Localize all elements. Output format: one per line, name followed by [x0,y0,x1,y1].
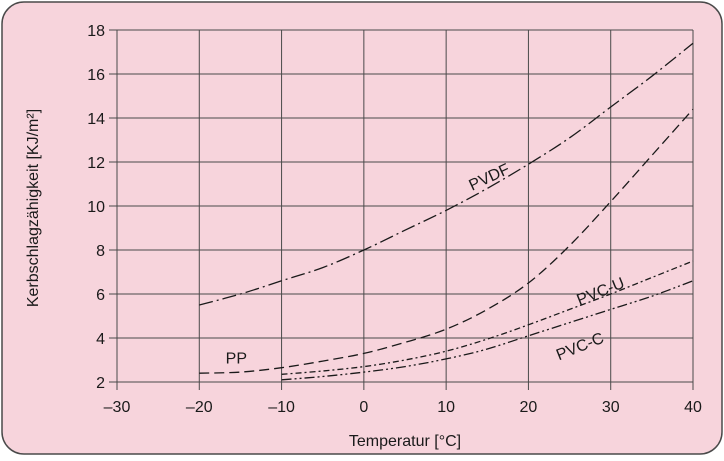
y-tick-label: 8 [96,243,105,260]
y-tick-label: 18 [87,23,105,40]
x-tick-label: –10 [268,399,295,416]
y-tick-label: 10 [87,199,105,216]
y-axis-label: Kerbschlagzähigkeit [KJ/m²] [25,109,42,307]
x-tick-label: 0 [359,399,368,416]
x-tick-label: 10 [437,399,455,416]
x-tick-label: –20 [186,399,213,416]
chart-background [2,2,722,454]
x-tick-label: 40 [684,399,702,416]
y-tick-label: 16 [87,67,105,84]
y-tick-label: 4 [96,331,105,348]
x-tick-label: 20 [520,399,538,416]
x-axis-label: Temperatur [°C] [349,433,461,450]
y-tick-label: 6 [96,287,105,304]
x-tick-label: 30 [602,399,620,416]
y-tick-label: 14 [87,111,105,128]
y-tick-label: 2 [96,375,105,392]
y-tick-label: 12 [87,155,105,172]
curve-label-pp: PP [226,350,247,367]
x-tick-label: –30 [104,399,131,416]
